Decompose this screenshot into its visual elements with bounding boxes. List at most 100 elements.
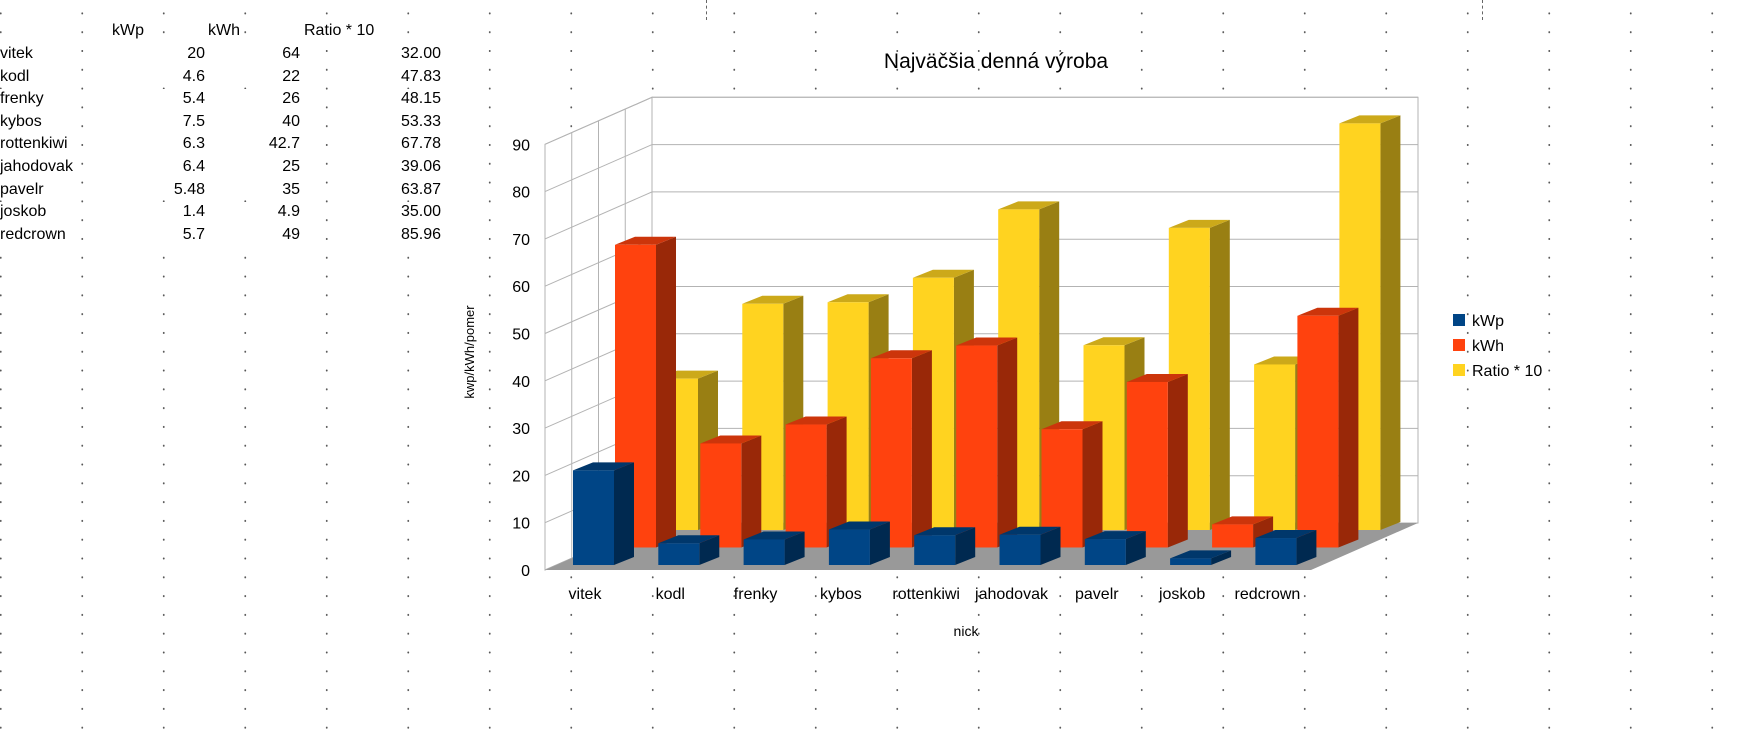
legend-label: Ratio * 10: [1472, 363, 1542, 380]
bar-kwp-redcrown[interactable]: [1255, 530, 1317, 565]
bar-side-face: [1040, 526, 1061, 565]
y-axis-label: kwp/kWh/pomer: [462, 305, 477, 399]
bar-kwp-jahodovak[interactable]: [999, 526, 1061, 565]
bar-front-face[interactable]: [1212, 524, 1254, 548]
column-header: Ratio * 10: [304, 21, 375, 41]
cell-kwh: 64: [240, 44, 300, 64]
bar-kwh-frenky[interactable]: [785, 416, 847, 548]
column-header: kWh: [208, 21, 240, 41]
cell-kwp: 6.4: [150, 157, 205, 177]
bar-top-face: [1255, 530, 1317, 539]
cell-ratio: 53.33: [370, 111, 441, 132]
cell-kwh: 22: [240, 66, 300, 87]
bar-top-face: [785, 416, 847, 425]
bar-kwh-kodl[interactable]: [700, 435, 762, 548]
bar-kwp-joskob[interactable]: [1170, 550, 1232, 565]
bar-front-face[interactable]: [1254, 364, 1296, 530]
bar-top-face: [912, 269, 974, 278]
bar-kwp-vitek[interactable]: [573, 462, 634, 565]
bar-top-face: [956, 337, 1018, 346]
cell-ratio: 63.87: [370, 179, 441, 200]
row-nick: kodl: [0, 66, 30, 87]
cell-kwp: 5.48: [150, 179, 205, 200]
bar-front-face[interactable]: [870, 358, 912, 548]
cell-kwh: 4.9: [240, 202, 300, 223]
cell-kwh: 25: [240, 157, 300, 177]
bar-kwh-redcrown[interactable]: [1297, 307, 1359, 548]
bar-kwh-rottenkiwi[interactable]: [956, 337, 1018, 548]
bar-front-face[interactable]: [743, 539, 785, 565]
bar-top-face: [1339, 115, 1401, 124]
bar-front-face[interactable]: [999, 534, 1041, 565]
chart-title: Najväčšia denná výroba: [884, 50, 1108, 73]
gridline: [544, 144, 1418, 193]
cell-ratio: 85.96: [370, 224, 441, 245]
bar-front-face[interactable]: [1084, 539, 1126, 565]
legend-swatch: [1453, 314, 1465, 326]
bar-kwp-kybos[interactable]: [828, 521, 890, 565]
cell-ratio: 39.06: [370, 157, 441, 177]
bar-front-face[interactable]: [658, 543, 700, 565]
bar-side-face: [1211, 550, 1232, 565]
x-tick-label: vitek: [569, 586, 603, 603]
row-nick: joskob: [0, 202, 47, 223]
bar-top-face: [870, 350, 932, 359]
bar-side-face: [1296, 530, 1317, 565]
cell-ratio: 48.15: [370, 89, 441, 110]
legend-swatch: [1453, 364, 1465, 376]
bar-top-face: [615, 236, 676, 245]
cell-kwh: 40: [240, 111, 300, 132]
bar-side-face: [1209, 219, 1230, 530]
bar-side-face: [826, 416, 847, 548]
gridline: [544, 191, 1418, 240]
legend-label: kWp: [1472, 313, 1504, 330]
y-tick-label: 30: [512, 421, 530, 438]
bar-top-face: [700, 435, 762, 444]
bar-kwp-frenky[interactable]: [743, 531, 805, 565]
bar-front-face[interactable]: [700, 443, 742, 548]
legend-swatch: [1453, 339, 1465, 351]
bar-front-face[interactable]: [956, 345, 998, 548]
bar-front-face[interactable]: [914, 535, 956, 565]
bar-top-face: [1212, 516, 1274, 525]
bar-front-face[interactable]: [1126, 381, 1168, 548]
x-tick-label: kybos: [820, 586, 862, 603]
bar-kwp-pavelr[interactable]: [1084, 531, 1146, 565]
x-tick-label: frenky: [734, 586, 778, 603]
bar-top-face: [1297, 307, 1359, 316]
bar-kwh-pavelr[interactable]: [1126, 373, 1188, 548]
bar-top-face: [1170, 550, 1232, 559]
bar-kwp-kodl[interactable]: [658, 535, 720, 565]
bar-top-face: [743, 531, 805, 540]
bar-kwh-kybos[interactable]: [870, 350, 932, 548]
bar-front-face[interactable]: [1297, 315, 1339, 548]
row-nick: frenky: [0, 89, 44, 110]
bar-front-face[interactable]: [1170, 558, 1212, 565]
row-nick: pavelr: [0, 179, 44, 200]
bar-front-face[interactable]: [573, 470, 614, 565]
cell-kwh: 26: [240, 89, 300, 110]
cell-kwh: 35: [240, 179, 300, 200]
bar-side-face: [656, 236, 676, 548]
cell-ratio: 32.00: [370, 44, 441, 64]
x-axis-label: nick: [954, 623, 980, 639]
bar-top-face: [828, 521, 890, 530]
page-break-line: [1482, 0, 1483, 20]
column-header: kWp: [112, 21, 144, 41]
cell-kwp: 4.6: [150, 66, 205, 87]
bar-front-face[interactable]: [785, 424, 827, 548]
cell-ratio: 67.78: [370, 134, 441, 155]
bar-kwh-vitek[interactable]: [615, 236, 676, 548]
y-tick-label: 0: [521, 563, 530, 580]
cell-kwp: 1.4: [150, 202, 205, 223]
bar-kwp-rottenkiwi[interactable]: [914, 527, 976, 565]
y-tick-label: 70: [512, 232, 530, 249]
bar-side-face: [699, 535, 720, 565]
bar-front-face[interactable]: [828, 529, 870, 565]
y-tick-label: 40: [512, 374, 530, 391]
bar-front-face[interactable]: [1255, 538, 1297, 565]
cell-ratio: 47.83: [370, 66, 441, 87]
y-tick-label: 60: [512, 279, 530, 296]
bar-side-face: [911, 350, 932, 548]
